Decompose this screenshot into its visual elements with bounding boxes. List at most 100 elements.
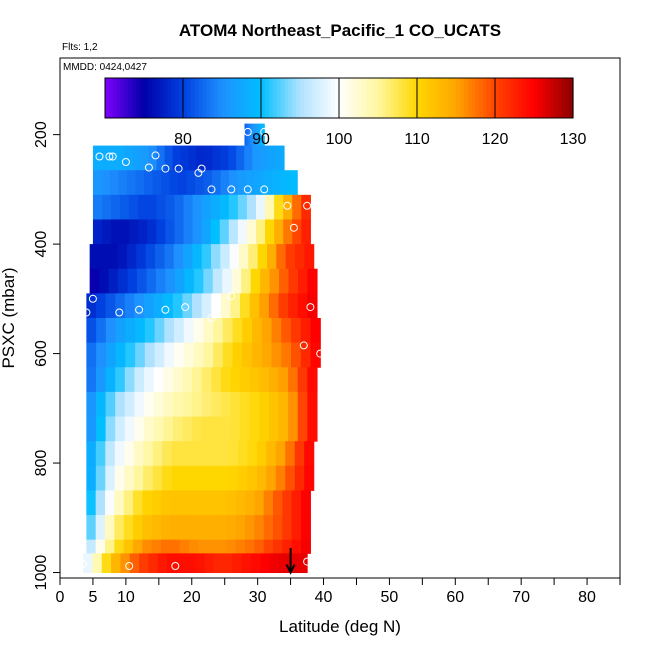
colorbar-segment: [128, 78, 133, 118]
heat-cell: [235, 515, 246, 541]
colorbar-segment: [257, 78, 262, 118]
heat-cell: [301, 490, 311, 516]
heat-cell: [134, 367, 145, 393]
heat-cell: [254, 515, 265, 541]
heat-cell: [228, 465, 239, 491]
heat-cell: [134, 391, 145, 418]
colorbar-segment: [463, 78, 469, 118]
colorbar-segment: [136, 78, 141, 118]
colorbar-segment: [374, 78, 379, 118]
heat-cell: [273, 515, 283, 541]
heat-cell: [148, 553, 159, 574]
heat-cell: [170, 515, 181, 541]
colorbar-segment: [350, 78, 356, 118]
heat-cell: [200, 465, 211, 491]
heat-cell: [86, 391, 97, 418]
heat-cell: [218, 465, 230, 491]
heat-cell: [195, 170, 205, 196]
heat-cell: [115, 293, 126, 319]
heat-cell: [266, 441, 277, 467]
heat-cell: [282, 539, 293, 554]
heat-cell: [120, 194, 130, 220]
colorbar-segment: [272, 78, 278, 118]
x-tick-label: 40: [315, 589, 333, 606]
heat-cell: [86, 293, 97, 319]
heat-cell: [211, 391, 222, 418]
colorbar-tick-label: 120: [482, 131, 509, 148]
heat-cell: [164, 318, 175, 344]
colorbar-segment: [417, 78, 422, 118]
heat-cell: [292, 194, 302, 220]
heat-cell: [263, 490, 274, 516]
heat-cell: [135, 170, 145, 196]
colorbar-segment: [561, 78, 566, 118]
colorbar-segment: [190, 78, 196, 118]
data-point: [207, 185, 216, 194]
heat-cell: [304, 465, 315, 491]
x-tick-label: 20: [183, 589, 201, 606]
heat-cell: [230, 391, 241, 418]
heat-cell: [133, 490, 143, 516]
heat-cell: [278, 416, 289, 442]
colorbar-segment: [495, 78, 500, 118]
heat-cell: [144, 342, 156, 368]
heat-cell: [288, 170, 298, 196]
heat-cell: [304, 244, 315, 270]
heat-cell: [256, 194, 266, 220]
heat-cell: [246, 219, 257, 245]
y-tick-label: 1000: [33, 555, 50, 591]
colorbar-segment: [268, 78, 274, 118]
heat-cell: [226, 515, 237, 541]
heat-cell: [114, 441, 125, 467]
heat-cell: [192, 367, 203, 393]
colorbar-segment: [311, 78, 317, 118]
colorbar-segment: [444, 78, 449, 118]
heat-cell: [114, 465, 125, 491]
heat-cell: [101, 553, 112, 574]
heat-cell: [172, 391, 184, 418]
heat-cell: [276, 244, 287, 270]
heat-cell: [220, 416, 232, 442]
colorbar-segment: [537, 78, 543, 118]
colorbar-segment: [261, 78, 266, 118]
heat-cell: [217, 539, 227, 554]
heat-cell: [285, 465, 296, 491]
colorbar-segment: [366, 78, 371, 118]
heat-cell: [193, 342, 204, 368]
heat-cell: [247, 441, 258, 467]
heat-cell: [124, 391, 135, 418]
heat-cell: [269, 553, 280, 574]
heat-cell: [136, 244, 147, 270]
heat-cell: [92, 553, 103, 574]
heat-cell: [161, 490, 171, 516]
heat-cell: [153, 391, 164, 418]
colorbar-tick-label: 130: [560, 131, 587, 148]
heat-cell: [261, 318, 273, 344]
heat-cell: [307, 268, 318, 294]
heat-cell: [259, 293, 270, 319]
colorbar-segment: [237, 78, 243, 118]
heat-cell: [108, 145, 118, 171]
heat-cell: [307, 293, 318, 319]
data-point: [243, 127, 252, 136]
colorbar-segment: [405, 78, 410, 118]
heat-cell: [183, 342, 195, 368]
heat-cell: [255, 123, 257, 147]
colorbar-segment: [456, 78, 461, 118]
heat-cell: [86, 342, 97, 368]
heat-cell: [273, 539, 283, 554]
data-point: [306, 303, 315, 312]
heat-cell: [260, 123, 262, 147]
data-point: [194, 168, 203, 177]
heat-cell: [142, 490, 153, 516]
heat-cell: [174, 342, 185, 368]
heat-cell: [170, 539, 181, 554]
x-tick-label: 5: [88, 589, 97, 606]
heat-cell: [152, 170, 162, 196]
chart-title: ATOM4 Northeast_Pacific_1 CO_UCATS: [179, 21, 501, 40]
heat-cell: [204, 145, 213, 171]
heat-cell: [226, 539, 237, 554]
heat-cell: [182, 416, 193, 442]
heat-cell: [261, 342, 273, 368]
heat-cell: [240, 391, 251, 418]
